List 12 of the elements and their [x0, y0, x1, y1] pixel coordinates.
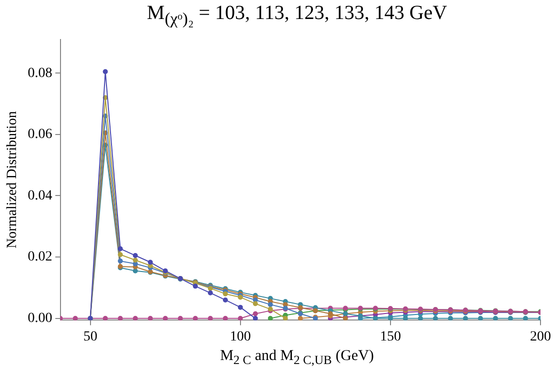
y-axis-title: Normalized Distribution	[5, 111, 20, 248]
x-tick-label: 100	[230, 329, 251, 344]
chart-title: M$_{(χᵒ)₂}$ = 103, 113, 123, 133, 143 GeV	[146, 1, 448, 28]
y-tick-label: 0.08	[28, 66, 52, 81]
y-tick-label: 0.06	[28, 127, 52, 142]
y-tick-label: 0.00	[28, 311, 52, 326]
y-tick-label: 0.04	[28, 188, 52, 204]
y-tick-label: 0.02	[28, 250, 52, 265]
x-tick-label: 50	[83, 329, 98, 344]
x-tick-label: 200	[530, 329, 551, 344]
x-axis-title: M$_{2 C}$ and M$_{2 C,UB}$ (GeV)	[219, 348, 375, 368]
x-tick-label: 150	[380, 329, 401, 344]
